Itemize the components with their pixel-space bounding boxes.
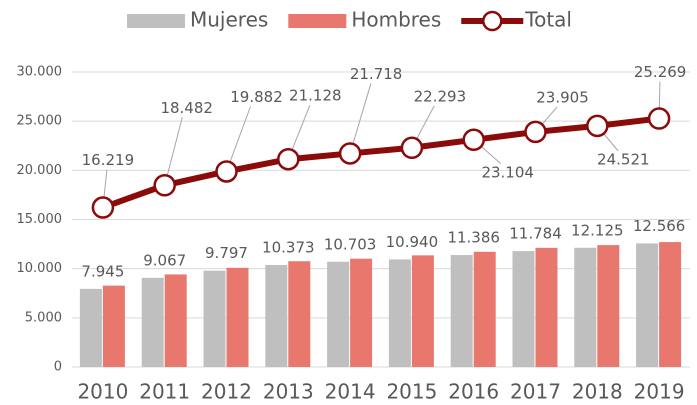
data-label: 24.521 — [597, 150, 650, 168]
bar — [226, 267, 249, 367]
bar — [512, 251, 535, 367]
data-label: 7.945 — [81, 262, 124, 280]
data-label: 11.386 — [447, 229, 500, 247]
x-tick-label: 2017 — [510, 380, 561, 404]
x-tick-label: 2019 — [634, 380, 685, 404]
leader-line — [226, 106, 251, 172]
x-tick-label: 2018 — [572, 380, 623, 404]
data-label: 10.703 — [324, 235, 377, 253]
marker — [153, 174, 176, 197]
x-tick-label: 2010 — [77, 380, 128, 404]
x-tick-label: 2013 — [263, 380, 314, 404]
bar — [450, 255, 473, 367]
data-label: 25.269 — [634, 63, 687, 81]
data-label: 12.125 — [571, 221, 624, 239]
bar — [574, 247, 597, 367]
line — [101, 115, 660, 211]
bar — [636, 243, 659, 367]
legend-label: Total — [524, 8, 572, 32]
legend-swatch — [482, 10, 503, 32]
data-label: 18.482 — [160, 99, 213, 117]
legend-swatch — [288, 14, 347, 28]
bar — [79, 288, 102, 367]
data-label: 10.373 — [262, 238, 315, 256]
marker — [338, 142, 362, 165]
marker — [215, 160, 238, 183]
x-tick-label: 2011 — [139, 380, 190, 404]
marker — [462, 128, 485, 152]
x-tick-label: 2012 — [201, 380, 252, 404]
data-label: 19.882 — [230, 88, 283, 106]
bar — [597, 245, 620, 367]
legend-label: Hombres — [351, 8, 441, 32]
bar — [388, 259, 411, 367]
bar — [102, 285, 125, 367]
y-tick-label: 30.000 — [17, 65, 63, 80]
y-tick-label: 5.000 — [25, 310, 62, 325]
bar — [473, 251, 496, 367]
y-tick-label: 20.000 — [17, 163, 63, 178]
marker — [524, 120, 547, 144]
data-label: 11.784 — [509, 225, 562, 243]
data-label: 21.128 — [289, 87, 342, 105]
x-tick-label: 2014 — [325, 380, 376, 404]
bar — [265, 264, 288, 367]
bar — [288, 261, 311, 367]
data-label: 9.797 — [205, 244, 248, 262]
legend-swatch — [127, 14, 185, 28]
marker — [91, 196, 115, 219]
data-label: 23.905 — [536, 88, 589, 106]
y-tick-label: 25.000 — [17, 114, 63, 129]
y-tick-label: 15.000 — [17, 212, 63, 227]
data-label: 21.718 — [350, 65, 403, 83]
y-tick-label: 10.000 — [17, 261, 63, 276]
bar — [141, 277, 164, 367]
data-label: 16.219 — [82, 151, 135, 169]
legend-label: Mujeres — [190, 8, 268, 32]
data-label: 22.293 — [414, 87, 467, 105]
marker — [647, 107, 671, 130]
x-tick-label: 2016 — [448, 380, 499, 404]
bar — [327, 261, 350, 367]
bar — [659, 242, 682, 367]
data-label: 12.566 — [633, 217, 686, 235]
leader-line — [349, 83, 372, 154]
bar — [350, 258, 373, 367]
y-tick-label: 0 — [54, 360, 62, 375]
bar — [164, 274, 187, 367]
bar — [535, 247, 558, 367]
data-label: 9.067 — [143, 251, 186, 269]
x-tick-label: 2015 — [386, 380, 437, 404]
bar — [411, 255, 434, 367]
data-label: 10.940 — [386, 233, 439, 251]
bar — [203, 270, 226, 367]
data-label: 23.104 — [481, 163, 534, 181]
leader-line — [164, 117, 183, 186]
marker — [277, 147, 300, 171]
marker — [586, 114, 609, 138]
marker — [400, 136, 424, 160]
